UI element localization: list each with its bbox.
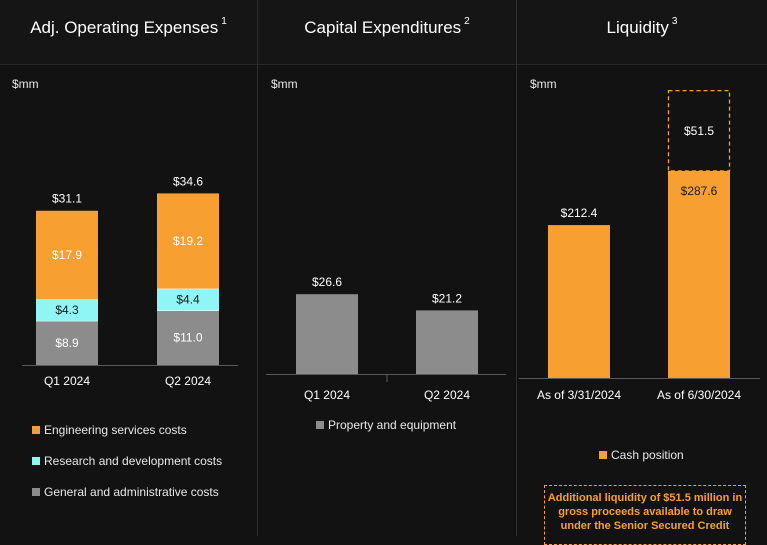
data-label: $4.3 — [55, 303, 79, 317]
header-divider — [0, 64, 767, 65]
legend-label: Engineering services costs — [44, 423, 187, 437]
bar-segment-engineering — [36, 210, 98, 300]
legend-item-admin: General and administrative costs — [32, 485, 219, 499]
panel-divider — [516, 0, 517, 536]
panel-title: Capital Expenditures 2 — [304, 16, 470, 37]
legend-swatch — [599, 451, 607, 459]
panel-title: Liquidity 3 — [606, 16, 678, 37]
bar-segment-admin — [157, 310, 219, 365]
bar-property — [416, 310, 478, 374]
additional-liquidity-note: Additional liquidity of $51.5 million in… — [544, 485, 746, 545]
legend-item-engineering: Engineering services costs — [32, 423, 187, 437]
data-label: $4.4 — [176, 293, 200, 307]
category-label: As of 6/30/2024 — [657, 388, 741, 402]
legend-item-property: Property and equipment — [316, 418, 456, 432]
bar-segment-research — [36, 299, 98, 321]
total-label: $31.1 — [52, 192, 82, 206]
legend-label: Cash position — [611, 448, 684, 462]
header-band — [0, 0, 767, 64]
total-label: $34.6 — [173, 174, 203, 188]
legend-item-cash: Cash position — [599, 448, 684, 462]
category-label: Q2 2024 — [165, 374, 211, 388]
footnote-marker: 3 — [671, 16, 678, 27]
data-label: $26.6 — [312, 275, 342, 289]
unit-label: $mm — [530, 77, 557, 91]
footnote-marker: 2 — [464, 16, 470, 27]
data-label: $287.6 — [681, 184, 718, 198]
panel-capital-expenditures: Capital Expenditures 2 $mm — [258, 0, 516, 536]
legend-item-research: Research and development costs — [32, 454, 222, 468]
legend-label: General and administrative costs — [44, 485, 219, 499]
footnote-marker: 1 — [221, 16, 227, 27]
panel-liquidity: Liquidity 3 $mm — [517, 0, 767, 536]
data-label: $11.0 — [173, 331, 202, 345]
legend-swatch — [316, 421, 324, 429]
unit-label: $mm — [271, 77, 298, 91]
bar-additional-liquidity — [667, 89, 731, 172]
bar-segment-engineering — [157, 193, 219, 289]
bar-cash — [668, 170, 730, 378]
data-label: $8.9 — [55, 336, 79, 350]
legend-swatch — [32, 457, 40, 465]
bar-segment-admin — [36, 320, 98, 365]
category-label: Q1 2024 — [304, 388, 350, 402]
legend-label: Property and equipment — [328, 418, 457, 432]
bar-property — [296, 294, 358, 374]
panel-operating-expenses: Adj. Operating Expenses 1 $mm — [0, 0, 257, 536]
data-label: $212.4 — [561, 206, 598, 220]
category-label: Q2 2024 — [424, 388, 470, 402]
data-label: $51.5 — [684, 124, 714, 138]
data-label: $19.2 — [173, 234, 203, 248]
legend-swatch — [32, 488, 40, 496]
bar-cash — [548, 225, 610, 378]
category-label: As of 3/31/2024 — [537, 388, 621, 402]
legend-swatch — [32, 426, 40, 434]
panel-divider — [257, 0, 258, 536]
data-label: $17.9 — [52, 248, 82, 262]
panel-title: Adj. Operating Expenses 1 — [30, 16, 227, 37]
category-label: Q1 2024 — [44, 374, 90, 388]
bar-segment-research — [157, 288, 219, 311]
data-label: $21.2 — [432, 291, 462, 305]
legend-label: Research and development costs — [44, 454, 223, 468]
unit-label: $mm — [12, 77, 39, 91]
